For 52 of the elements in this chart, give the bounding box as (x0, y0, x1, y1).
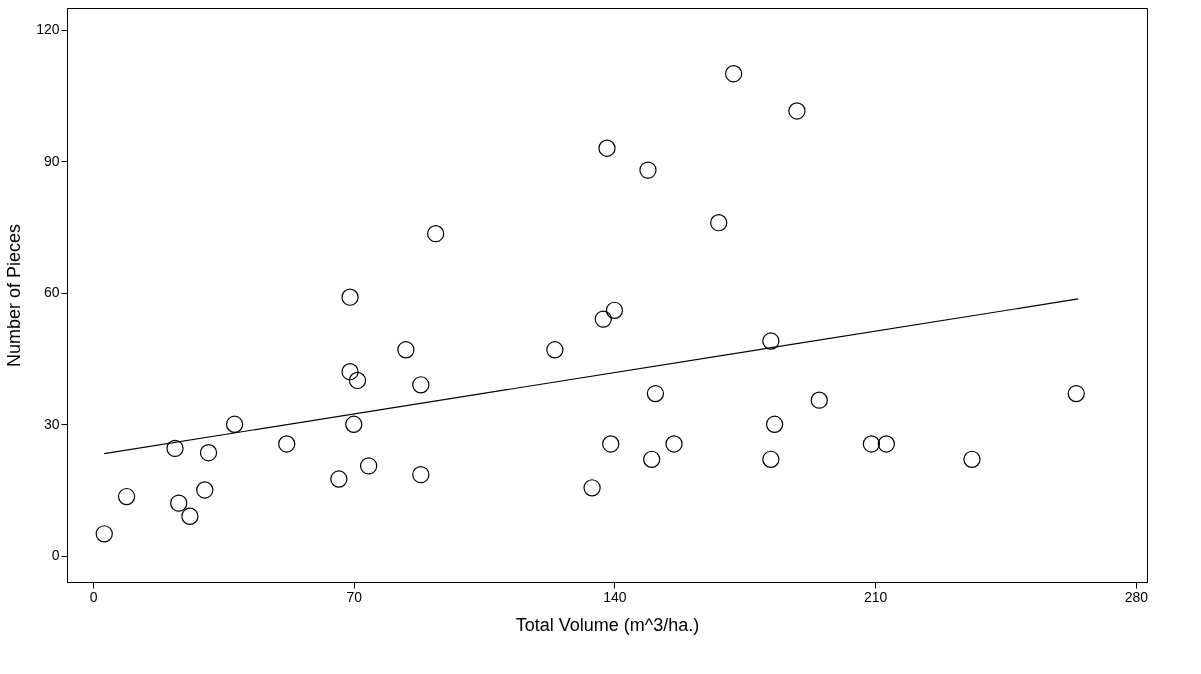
point (643, 450, 661, 468)
point (862, 435, 881, 453)
point (166, 439, 184, 457)
point (397, 341, 415, 359)
point (181, 507, 199, 525)
point (646, 384, 665, 403)
point (170, 494, 188, 512)
point (963, 450, 981, 468)
x-axis-title: Total Volume (m^3/ha.) (515, 614, 700, 635)
point (810, 391, 828, 409)
point (594, 310, 612, 328)
y-tick-label: 0 (51, 547, 60, 564)
point (196, 481, 214, 499)
point (639, 161, 657, 179)
point (1067, 384, 1085, 403)
y-tick-label: 30 (43, 415, 60, 432)
point (762, 332, 780, 350)
point (877, 435, 895, 453)
y-tick-label: 60 (43, 284, 60, 301)
x-tick-label: 280 (1124, 588, 1149, 605)
x-tick-label: 210 (863, 588, 888, 605)
y-tick-label: 90 (43, 152, 60, 169)
point (546, 341, 564, 359)
point (412, 376, 430, 394)
point (412, 466, 430, 484)
point (278, 435, 296, 453)
y-axis-title: Number of Pieces (4, 223, 25, 368)
point (427, 225, 445, 243)
point (348, 371, 367, 390)
point (598, 139, 616, 157)
point (225, 415, 244, 433)
point (665, 435, 683, 453)
point (345, 415, 363, 433)
point (724, 65, 743, 83)
point (359, 457, 378, 475)
point (117, 487, 136, 506)
point (199, 444, 218, 462)
point (762, 450, 780, 468)
point (341, 363, 359, 381)
point (765, 415, 784, 433)
point (602, 435, 620, 453)
point (330, 470, 348, 488)
x-tick-label: 70 (346, 588, 363, 605)
point (95, 525, 113, 543)
y-tick-label: 120 (36, 21, 60, 38)
point (788, 102, 806, 120)
x-tick-label: 140 (603, 588, 627, 605)
x-tick-label: 0 (89, 588, 98, 605)
point (605, 301, 624, 319)
point (341, 288, 359, 306)
point (710, 214, 728, 232)
point (583, 479, 601, 497)
